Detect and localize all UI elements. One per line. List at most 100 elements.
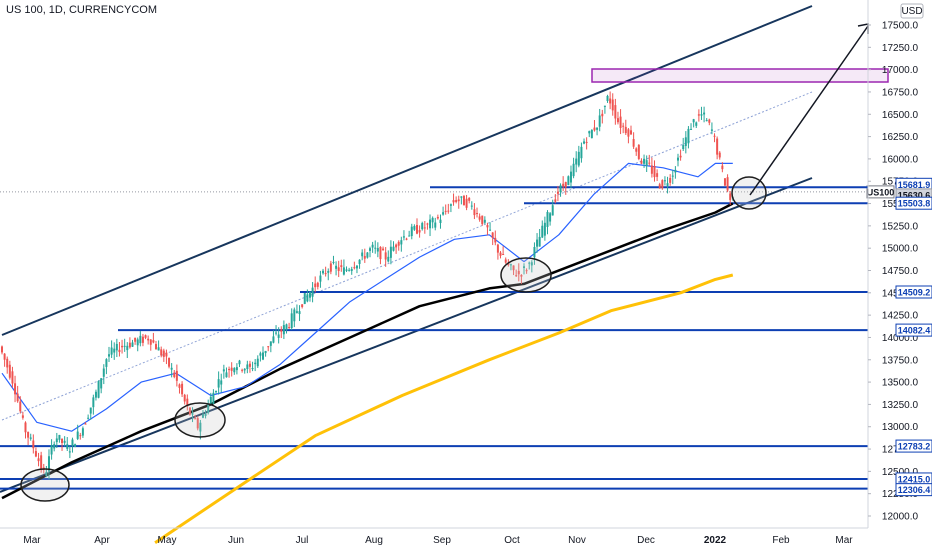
price-tick-label: 17500.0 bbox=[882, 21, 919, 32]
candle-body bbox=[635, 148, 638, 152]
candle-body bbox=[718, 152, 721, 158]
candle-body bbox=[624, 126, 627, 134]
candle-body bbox=[181, 383, 184, 395]
candle-body bbox=[322, 270, 325, 274]
candle-body bbox=[329, 263, 332, 272]
candle-body bbox=[666, 183, 669, 186]
price-tick-label: 17250.0 bbox=[882, 43, 919, 54]
resistance-zone bbox=[591, 68, 889, 83]
candle-body bbox=[308, 291, 311, 298]
candle-body bbox=[262, 352, 264, 360]
projection-arrow-line bbox=[749, 25, 869, 196]
candle-body bbox=[494, 237, 497, 243]
candle-body bbox=[128, 342, 131, 348]
candle-body bbox=[342, 267, 345, 275]
candle-body bbox=[489, 229, 492, 231]
candle-body bbox=[676, 157, 679, 161]
candle-body bbox=[47, 456, 50, 472]
candle-body bbox=[285, 324, 288, 330]
candle-body bbox=[476, 213, 479, 215]
candle-body bbox=[363, 255, 366, 259]
candle-body bbox=[113, 348, 116, 353]
candle-body bbox=[606, 95, 609, 101]
candle-body bbox=[551, 205, 554, 216]
candle-body bbox=[650, 165, 653, 174]
candle-body bbox=[123, 345, 126, 347]
ma-fast-line bbox=[1, 162, 733, 432]
candle-body bbox=[431, 217, 434, 223]
price-tick-label: 13750.0 bbox=[882, 355, 919, 366]
candle-body bbox=[92, 397, 95, 408]
candle-body bbox=[658, 184, 661, 189]
candle-body bbox=[473, 209, 476, 216]
time-tick-label: Oct bbox=[504, 535, 520, 546]
time-axis: Mar Apr May Jun Jul Aug Sep Oct Nov Dec 2022 Feb Mar bbox=[0, 527, 868, 546]
candle-body bbox=[201, 414, 204, 418]
chart-title: US 100, 1D, CURRENCYCOM bbox=[6, 4, 157, 16]
candle-body bbox=[567, 176, 570, 186]
candle-body bbox=[115, 343, 118, 351]
candle-body bbox=[267, 346, 270, 348]
candle-body bbox=[327, 270, 330, 273]
time-tick-label: May bbox=[158, 535, 177, 546]
ma-slow-line bbox=[1, 202, 734, 500]
price-marker-box bbox=[895, 483, 932, 497]
candle-body bbox=[74, 444, 77, 448]
candle-body bbox=[288, 327, 291, 329]
candle-body bbox=[523, 266, 525, 268]
candle-body bbox=[345, 269, 348, 271]
series-layer bbox=[1, 91, 734, 545]
candle-body bbox=[643, 158, 646, 164]
candle-body bbox=[358, 259, 361, 264]
candle-body bbox=[543, 222, 546, 236]
time-tick-label: Feb bbox=[772, 535, 790, 546]
currency-box[interactable] bbox=[900, 3, 924, 19]
candle-body bbox=[374, 247, 377, 249]
candle-body bbox=[671, 175, 674, 177]
candle-body bbox=[126, 345, 129, 351]
candle-body bbox=[486, 225, 489, 228]
candle-body bbox=[335, 265, 338, 269]
candle-body bbox=[55, 438, 58, 443]
ma-long-line bbox=[154, 273, 734, 545]
channel-mid-line bbox=[1, 91, 813, 421]
candle-body bbox=[632, 139, 635, 147]
candle-body bbox=[45, 471, 48, 477]
candle-body bbox=[149, 339, 152, 345]
price-tick-label: 16750.0 bbox=[882, 87, 919, 98]
candle-body bbox=[598, 115, 601, 127]
candle-body bbox=[462, 195, 465, 206]
candle-body bbox=[648, 162, 651, 164]
candle-body bbox=[105, 359, 108, 367]
candle-body bbox=[222, 369, 225, 372]
candle-body bbox=[340, 265, 343, 268]
touch-highlight-circle bbox=[731, 176, 767, 210]
candle-body bbox=[53, 444, 56, 449]
candle-body bbox=[207, 404, 210, 413]
candle-body bbox=[121, 345, 124, 348]
candle-body bbox=[695, 122, 698, 126]
candle-body bbox=[726, 177, 729, 191]
candle-body bbox=[361, 252, 364, 257]
price-tick-label: 15250.0 bbox=[882, 221, 919, 232]
candle-body bbox=[387, 256, 390, 262]
candle-body bbox=[50, 445, 53, 455]
symbol-tag bbox=[866, 185, 895, 199]
candle-body bbox=[366, 252, 369, 258]
candle-body bbox=[275, 332, 278, 334]
candle-body bbox=[14, 383, 17, 395]
candle-body bbox=[298, 311, 301, 315]
candle-body bbox=[481, 215, 484, 225]
candle-body bbox=[254, 362, 257, 365]
candle-body bbox=[311, 287, 314, 297]
candle-body bbox=[168, 358, 171, 367]
candle-body bbox=[478, 216, 481, 220]
price-tick-label: 14250.0 bbox=[882, 311, 919, 322]
candle-body bbox=[577, 151, 580, 166]
candle-body bbox=[194, 418, 197, 420]
candle-body bbox=[622, 125, 625, 127]
candle-body bbox=[663, 180, 666, 182]
candle-body bbox=[369, 248, 372, 251]
candle-body bbox=[87, 417, 90, 419]
